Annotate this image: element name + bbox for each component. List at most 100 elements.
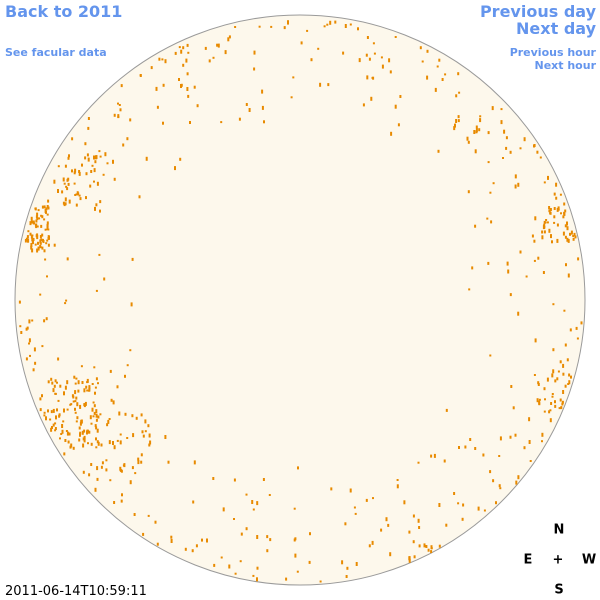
facula — [541, 432, 544, 437]
facula — [567, 238, 570, 243]
facula — [330, 487, 333, 491]
facula — [141, 430, 144, 434]
facula — [334, 20, 337, 24]
previous-hour-link[interactable]: Previous hour — [510, 46, 597, 59]
facula — [147, 514, 150, 517]
facula — [371, 540, 374, 545]
next-hour-link[interactable]: Next hour — [535, 59, 597, 72]
facula — [430, 454, 433, 458]
facula — [569, 232, 571, 236]
facula — [355, 562, 358, 566]
facula — [37, 209, 40, 212]
facula — [560, 212, 562, 215]
facula — [186, 72, 189, 76]
facula — [487, 161, 490, 164]
facula — [57, 357, 60, 361]
facula — [47, 380, 50, 384]
next-day-link[interactable]: Next day — [516, 19, 597, 38]
facula — [99, 413, 102, 416]
facula — [534, 338, 537, 343]
facula — [44, 228, 47, 231]
back-link[interactable]: Back to 2011 — [5, 2, 122, 21]
facula — [566, 221, 568, 226]
facula — [543, 387, 546, 391]
facula — [39, 244, 42, 248]
facula — [71, 394, 74, 398]
facula — [88, 473, 91, 477]
facula — [45, 416, 47, 421]
facula — [26, 326, 29, 330]
facula — [517, 311, 520, 316]
facula — [93, 155, 95, 160]
facula — [551, 393, 554, 395]
facula — [478, 128, 481, 132]
facula — [53, 179, 56, 184]
facula — [144, 419, 147, 424]
facula — [425, 545, 428, 548]
facula — [568, 380, 571, 385]
facula — [58, 413, 61, 417]
facula — [170, 535, 173, 539]
facula — [85, 172, 88, 176]
facula — [548, 209, 551, 213]
facula — [464, 445, 467, 449]
facula — [38, 217, 41, 220]
facula — [290, 96, 293, 99]
facula — [248, 108, 251, 112]
facula — [546, 221, 549, 224]
facula — [95, 413, 98, 418]
facula — [75, 193, 78, 196]
facula — [542, 225, 545, 230]
previous-day-link[interactable]: Previous day — [480, 2, 597, 21]
facula — [474, 447, 477, 450]
facula — [79, 431, 82, 435]
facula — [394, 36, 397, 38]
facula — [88, 387, 91, 392]
facula — [555, 196, 558, 200]
facula — [553, 207, 556, 210]
facula — [204, 46, 207, 50]
facula — [372, 497, 374, 500]
facula — [562, 231, 565, 236]
facula — [174, 51, 177, 55]
facula — [78, 194, 81, 197]
facula — [390, 131, 393, 136]
facula — [297, 466, 299, 470]
facula — [30, 216, 33, 221]
facula — [76, 402, 79, 407]
facula — [234, 26, 237, 28]
facula — [61, 424, 64, 428]
facula — [98, 150, 101, 153]
facula — [426, 75, 429, 80]
facula — [445, 408, 448, 412]
facula — [285, 577, 288, 581]
facula — [54, 422, 57, 425]
facula — [39, 397, 42, 401]
facula — [90, 422, 93, 425]
facula — [541, 235, 544, 240]
facula — [240, 532, 243, 536]
facula — [41, 394, 43, 398]
facula — [471, 266, 474, 270]
facula — [294, 537, 297, 541]
facula — [129, 480, 132, 485]
facula — [78, 426, 81, 430]
facula — [206, 538, 208, 543]
facula — [95, 203, 98, 207]
facula — [67, 156, 70, 160]
facula — [523, 137, 526, 142]
facula — [189, 121, 191, 124]
facula — [559, 193, 562, 196]
facular-link[interactable]: See facular data — [5, 46, 107, 59]
facula — [170, 539, 173, 543]
facula — [56, 381, 58, 384]
facula — [31, 241, 34, 245]
facula — [64, 385, 67, 390]
facula — [541, 440, 543, 443]
facula — [112, 441, 114, 445]
facula — [119, 466, 122, 471]
facula — [387, 523, 390, 527]
facula — [186, 87, 189, 91]
facula — [85, 385, 88, 389]
compass-west: W — [582, 553, 596, 568]
